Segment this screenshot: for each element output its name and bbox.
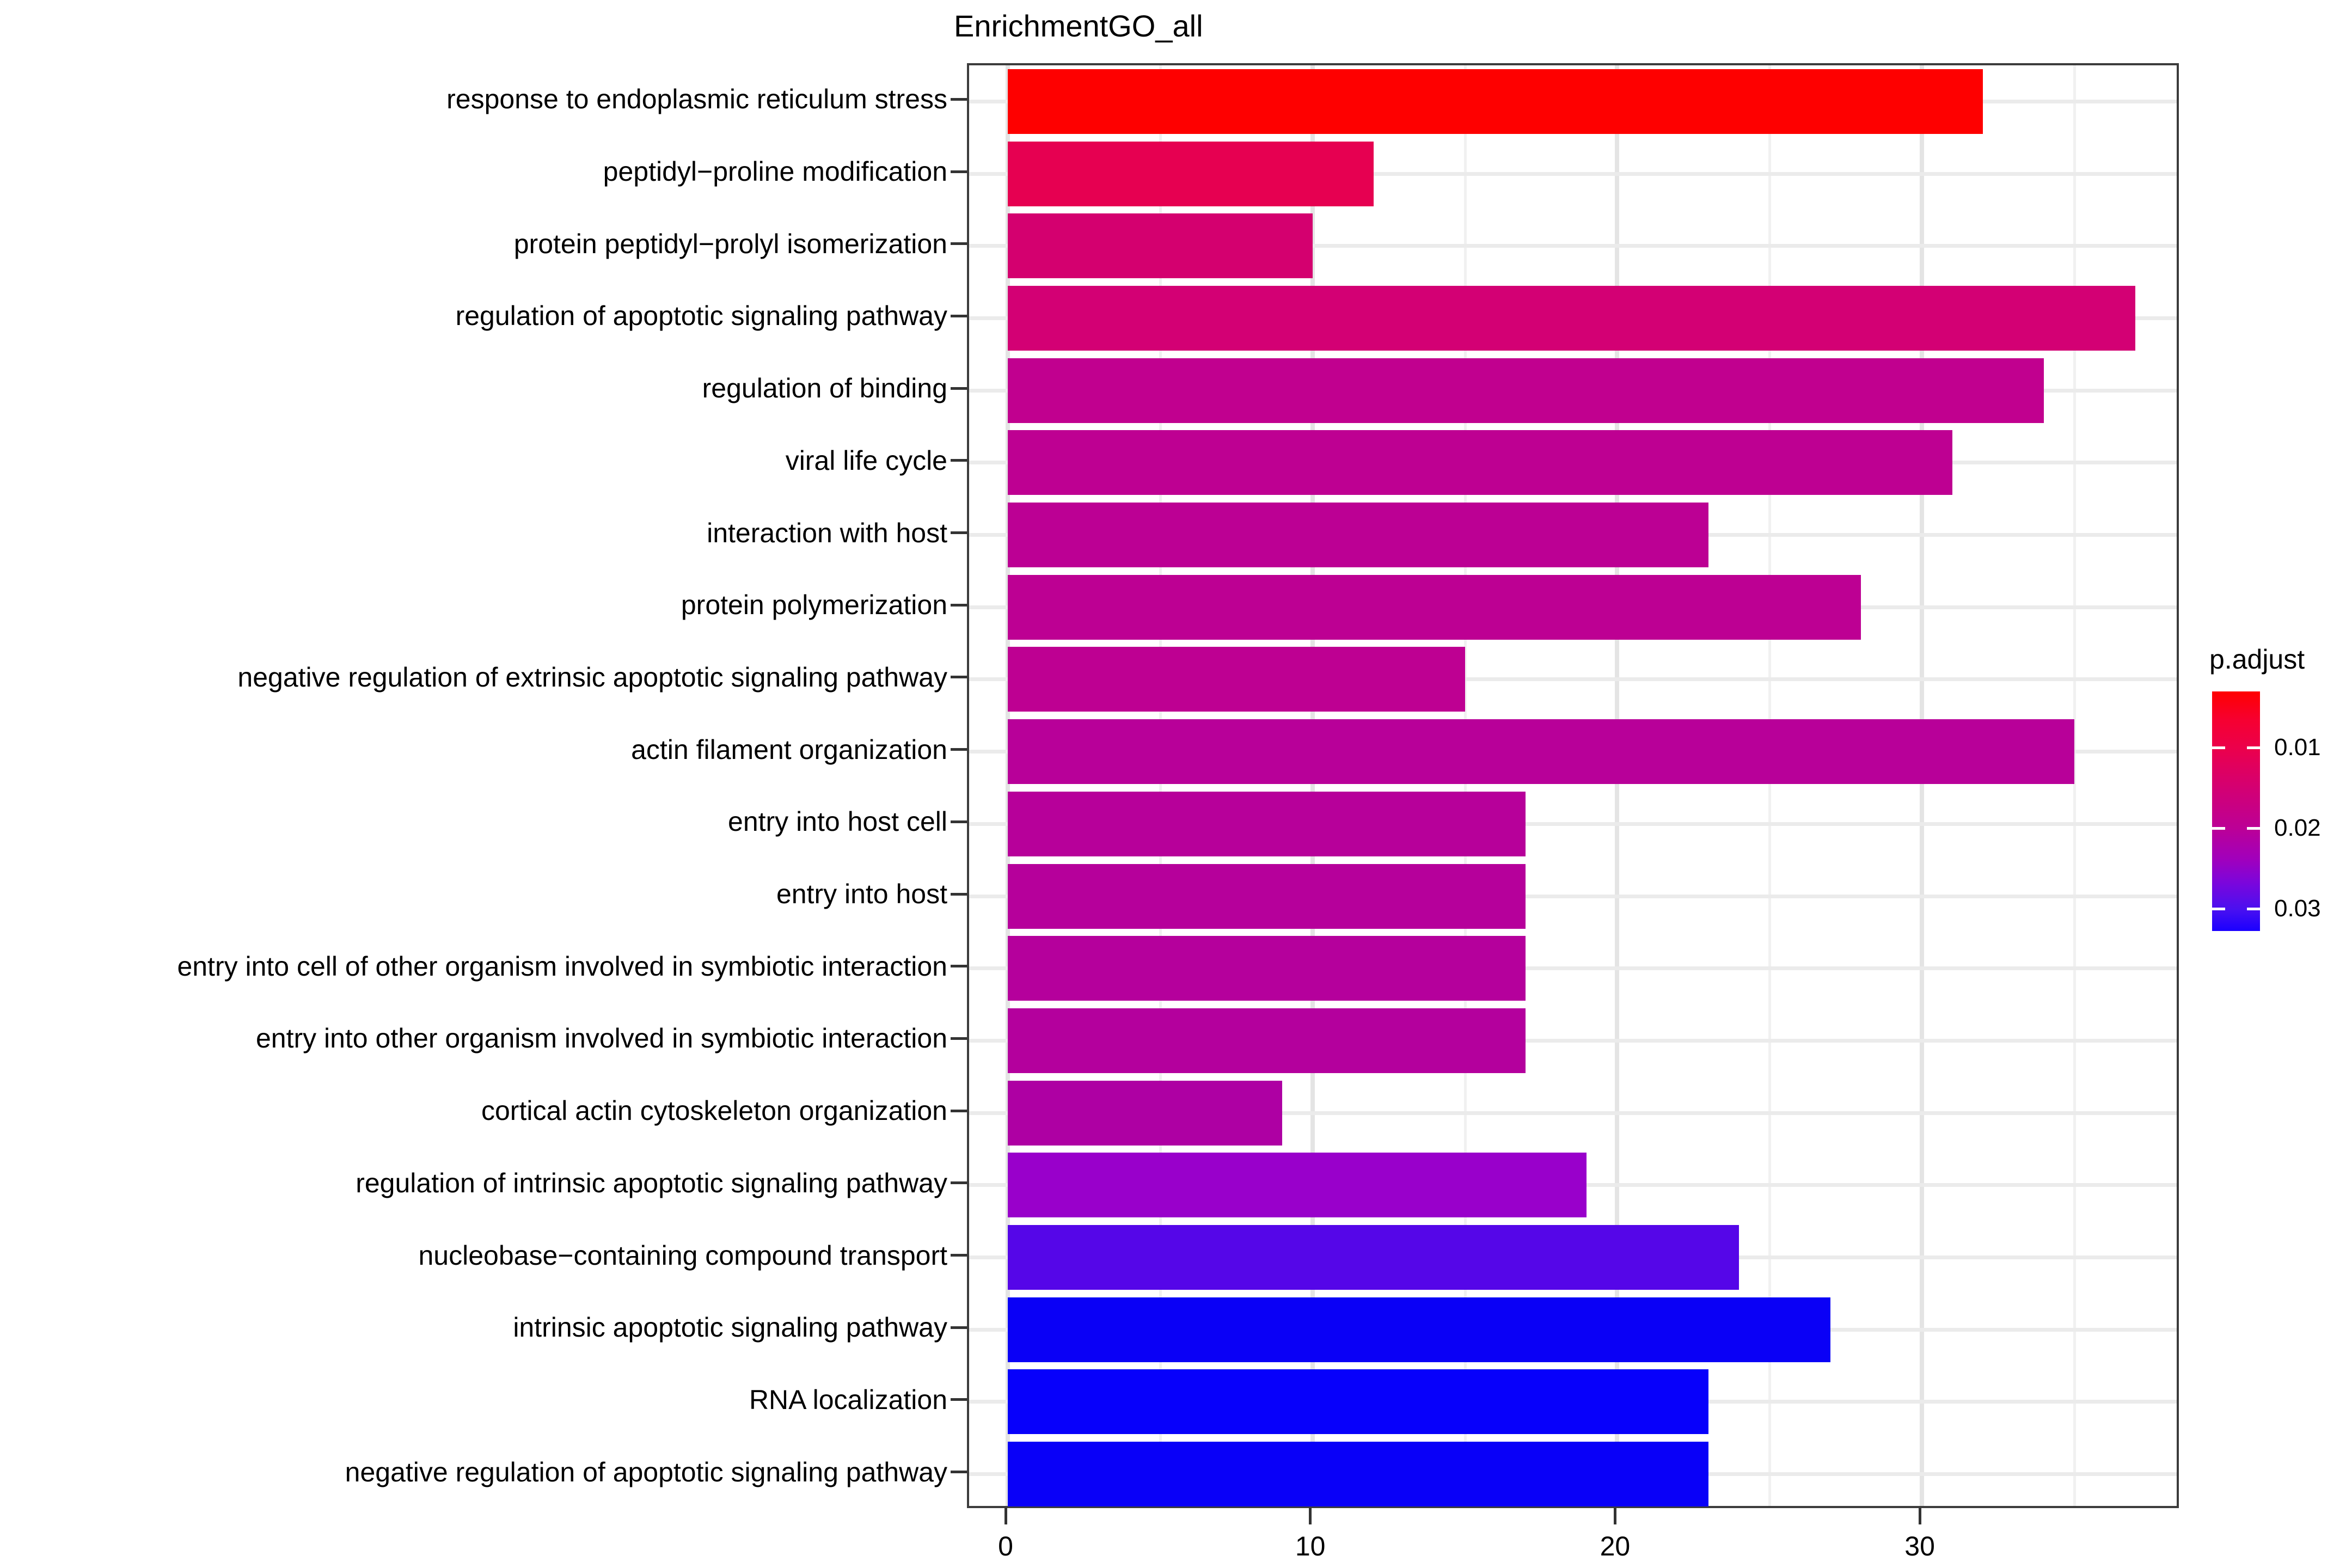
bar bbox=[1008, 1369, 1709, 1435]
bar bbox=[1008, 1153, 1587, 1218]
legend-tick-label: 0.02 bbox=[2274, 814, 2321, 842]
y-tick-mark bbox=[951, 1181, 967, 1185]
y-axis-label: peptidyl−proline modification bbox=[603, 156, 947, 187]
x-tick-mark bbox=[1004, 1508, 1007, 1524]
y-tick-mark bbox=[951, 892, 967, 896]
legend-tick-mark bbox=[2212, 746, 2225, 749]
y-tick-mark bbox=[951, 820, 967, 823]
y-tick-mark bbox=[951, 603, 967, 607]
legend-tick-label: 0.01 bbox=[2274, 734, 2321, 761]
y-axis-label: nucleobase−containing compound transport bbox=[418, 1240, 947, 1271]
x-axis-label: 20 bbox=[1600, 1531, 1631, 1561]
y-tick-mark bbox=[951, 459, 967, 462]
y-axis-label: entry into host cell bbox=[728, 806, 947, 837]
y-tick-mark bbox=[951, 531, 967, 535]
legend-tick-mark bbox=[2212, 826, 2225, 830]
bar bbox=[1008, 863, 1526, 929]
y-axis-label: entry into cell of other organism involv… bbox=[177, 951, 947, 982]
x-tick-mark bbox=[1918, 1508, 1921, 1524]
y-axis-label: response to endoplasmic reticulum stress bbox=[446, 84, 947, 115]
legend-title: p.adjust bbox=[2209, 644, 2305, 675]
legend-tick-mark bbox=[2247, 746, 2260, 749]
gridline-row bbox=[969, 966, 2177, 971]
y-axis-label: intrinsic apoptotic signaling pathway bbox=[513, 1312, 947, 1343]
y-tick-mark bbox=[951, 1109, 967, 1112]
plot-panel bbox=[967, 63, 2179, 1508]
gridline-minor bbox=[1768, 65, 1772, 1506]
x-axis-label: 0 bbox=[998, 1531, 1013, 1561]
bar bbox=[1008, 1080, 1282, 1146]
gridline-row bbox=[969, 171, 2177, 176]
bar bbox=[1008, 141, 1374, 206]
y-tick-mark bbox=[951, 748, 967, 751]
bar bbox=[1008, 1225, 1739, 1290]
y-tick-mark bbox=[951, 97, 967, 101]
y-tick-mark bbox=[951, 1254, 967, 1257]
y-axis-label: negative regulation of extrinsic apoptot… bbox=[237, 661, 947, 693]
chart-title: EnrichmentGO_all bbox=[954, 9, 1203, 43]
x-tick-mark bbox=[1309, 1508, 1312, 1524]
bar bbox=[1008, 1442, 1709, 1507]
x-axis-label: 10 bbox=[1295, 1531, 1326, 1561]
legend-tick-mark bbox=[2247, 826, 2260, 830]
bar bbox=[1008, 574, 1861, 640]
bar bbox=[1008, 1297, 1831, 1362]
gridline-major bbox=[1006, 65, 1010, 1506]
legend-colorbar bbox=[2212, 691, 2260, 931]
y-tick-mark bbox=[951, 1037, 967, 1040]
bar bbox=[1008, 358, 2044, 423]
x-tick-mark bbox=[1613, 1508, 1616, 1524]
y-tick-mark bbox=[951, 314, 967, 317]
y-axis-label: protein polymerization bbox=[681, 590, 947, 621]
gridline-row bbox=[969, 1038, 2177, 1043]
gridline-row bbox=[969, 1111, 2177, 1115]
y-axis-label: regulation of apoptotic signaling pathwa… bbox=[455, 301, 947, 332]
y-tick-mark bbox=[951, 965, 967, 968]
y-axis-label: regulation of intrinsic apoptotic signal… bbox=[356, 1167, 947, 1198]
y-tick-mark bbox=[951, 676, 967, 679]
bar bbox=[1008, 430, 1953, 495]
y-tick-mark bbox=[951, 1471, 967, 1474]
bar bbox=[1008, 285, 2135, 351]
y-tick-mark bbox=[951, 1326, 967, 1329]
y-axis-label: viral life cycle bbox=[785, 445, 947, 476]
legend-tick-mark bbox=[2212, 907, 2225, 910]
bar bbox=[1008, 936, 1526, 1001]
bar bbox=[1008, 647, 1465, 712]
y-tick-mark bbox=[951, 387, 967, 390]
legend-tick-mark bbox=[2247, 907, 2260, 910]
gridline-minor bbox=[2073, 65, 2076, 1506]
y-axis-label: regulation of binding bbox=[702, 373, 947, 404]
bar bbox=[1008, 69, 1983, 134]
y-tick-mark bbox=[951, 170, 967, 173]
y-axis-label: interaction with host bbox=[707, 517, 947, 548]
y-tick-mark bbox=[951, 1398, 967, 1401]
y-axis-label: protein peptidyl−prolyl isomerization bbox=[513, 228, 947, 259]
y-axis-label: cortical actin cytoskeleton organization bbox=[481, 1095, 947, 1126]
legend-tick-label: 0.03 bbox=[2274, 895, 2321, 922]
bar bbox=[1008, 719, 2074, 785]
x-axis-label: 30 bbox=[1904, 1531, 1935, 1561]
gridline-row bbox=[969, 822, 2177, 826]
bar bbox=[1008, 503, 1709, 568]
y-axis-label: negative regulation of apoptotic signali… bbox=[345, 1456, 947, 1487]
y-axis-label: entry into other organism involved in sy… bbox=[255, 1023, 947, 1054]
gridline-row bbox=[969, 244, 2177, 248]
bar bbox=[1008, 1008, 1526, 1073]
y-axis-label: entry into host bbox=[776, 879, 947, 910]
gridline-row bbox=[969, 677, 2177, 682]
gridline-minor bbox=[1463, 65, 1467, 1506]
y-axis-label: actin filament organization bbox=[631, 734, 947, 765]
gridline-major bbox=[1615, 65, 1620, 1506]
bar bbox=[1008, 213, 1313, 279]
gridline-major bbox=[1920, 65, 1925, 1506]
gridline-row bbox=[969, 894, 2177, 898]
gridline-minor bbox=[1159, 65, 1162, 1506]
gridline-major bbox=[1310, 65, 1315, 1506]
y-axis-label: RNA localization bbox=[749, 1384, 947, 1415]
bar bbox=[1008, 791, 1526, 856]
y-tick-mark bbox=[951, 242, 967, 246]
